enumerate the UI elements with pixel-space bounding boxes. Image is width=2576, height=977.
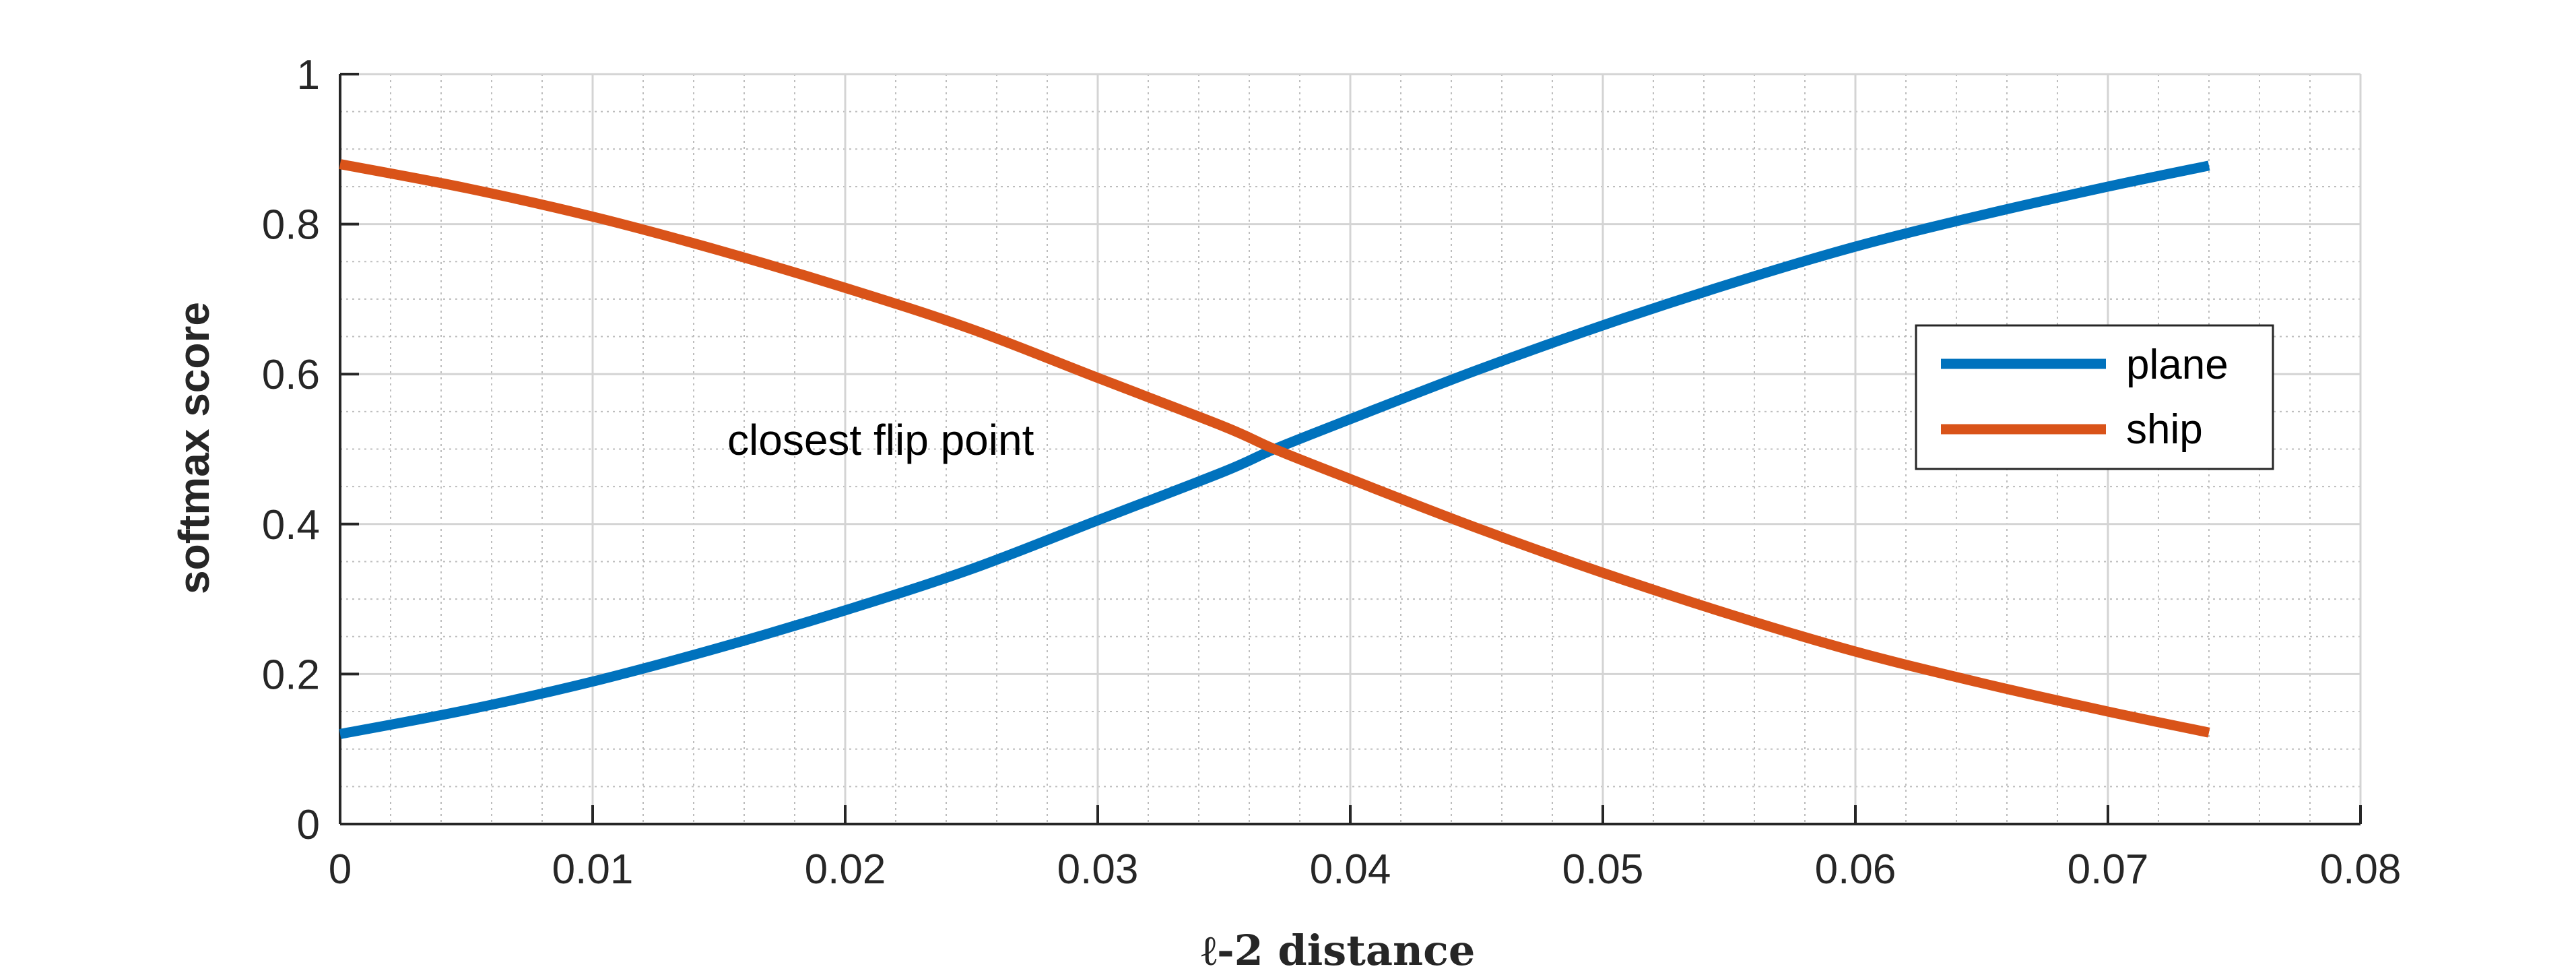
- y-tick-label: 0.2: [262, 652, 320, 698]
- x-tick-label: 0.03: [1057, 846, 1139, 893]
- y-tick-label: 1: [297, 52, 320, 98]
- axes: 0 0.01 0.02 0.03 0.04 0.05 0.06 0.07 0.08 0 0.2 0.4…: [262, 52, 2402, 893]
- y-tick-label: 0: [297, 802, 320, 848]
- y-tick-label: 0.6: [262, 352, 320, 398]
- x-axis-label: ℓ-2 distance: [1201, 926, 1476, 975]
- x-tick-label: 0.01: [552, 846, 634, 893]
- legend-label-plane: plane: [2126, 342, 2228, 388]
- x-tick-label: 0.02: [805, 846, 886, 893]
- y-axis-label: softmax score: [170, 302, 218, 594]
- x-tick-label: 0.07: [2068, 846, 2149, 893]
- x-tick-label: 0.05: [1562, 846, 1644, 893]
- x-tick-label: 0.08: [2320, 846, 2402, 893]
- x-tick-label: 0.04: [1310, 846, 1391, 893]
- annotation-closest-flip-point: closest flip point: [727, 416, 1034, 464]
- legend-box: [1915, 324, 2274, 470]
- series-lines: [339, 159, 2210, 739]
- series-line-ship: [339, 159, 2210, 738]
- legend: plane ship: [1915, 324, 2274, 470]
- y-tick-label: 0.8: [262, 202, 320, 249]
- y-tick-label: 0.4: [262, 502, 320, 548]
- x-tick-label: 0: [329, 846, 352, 893]
- x-tick-label: 0.06: [1815, 846, 1896, 893]
- legend-label-ship: ship: [2126, 406, 2203, 453]
